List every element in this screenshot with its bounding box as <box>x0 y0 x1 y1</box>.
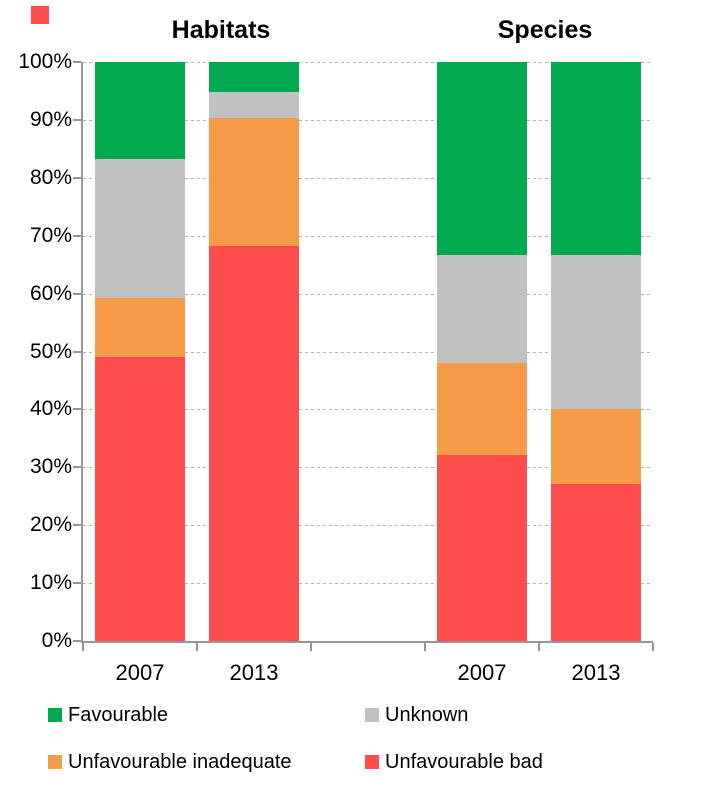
bar-segment-favourable <box>95 62 185 159</box>
gridline-90% <box>83 119 653 121</box>
y-axis-label-60%: 60% <box>29 281 72 305</box>
bar-segment-unknown <box>437 255 527 363</box>
y-axis-label-30%: 30% <box>29 455 72 479</box>
legend-item-unfavourable-inadequate: Unfavourable inadequate <box>48 750 292 774</box>
y-axis-tick-100% <box>73 61 81 63</box>
legend-item-unknown: Unknown <box>365 703 468 727</box>
y-axis-label-20%: 20% <box>29 513 72 537</box>
x-axis-tick-5 <box>652 643 654 651</box>
y-axis-tick-70% <box>73 234 81 237</box>
legend-label-unknown: Unknown <box>385 704 469 726</box>
plot-area <box>73 61 654 651</box>
bar-segment-unfavourable-bad <box>95 356 185 641</box>
x-axis-tick-1 <box>196 643 198 651</box>
y-axis-line <box>81 62 83 643</box>
y-axis-tick-10% <box>73 582 81 585</box>
legend-label-unfavourable-inadequate: Unfavourable inadequate <box>68 751 292 773</box>
x-axis-tick-0 <box>82 643 84 651</box>
x-axis-label-species-2007: 2007 <box>457 660 507 685</box>
chart-title-habitats: Habitats <box>171 16 271 44</box>
y-axis-label-10%: 10% <box>29 571 72 595</box>
legend-item-unfavourable-bad: Unfavourable bad <box>365 750 543 774</box>
x-axis-tick-3 <box>424 643 426 651</box>
y-axis-label-100%: 100% <box>18 50 72 73</box>
bar-segment-unfavourable-inadequate <box>95 297 185 357</box>
gridline-100% <box>83 62 653 63</box>
bar-species-2013 <box>551 62 641 641</box>
y-axis-labels: 0% 10% 20% 30% 40% 50% 60% 70% 80% 90% 100% <box>0 50 72 652</box>
bar-segment-unfavourable-inadequate <box>551 409 641 484</box>
gridline-20% <box>83 525 653 527</box>
legend-swatch-unfavourable-inadequate <box>48 755 62 769</box>
y-axis-tick-50% <box>73 350 81 353</box>
bar-segment-unknown <box>551 255 641 410</box>
x-axis-tick-4 <box>538 643 540 651</box>
legend-swatch-favourable <box>48 708 62 722</box>
legend-label-unfavourable-bad: Unfavourable bad <box>385 751 543 773</box>
y-axis-tick-60% <box>73 292 81 295</box>
gridline-10% <box>83 583 653 585</box>
y-axis-label-40%: 40% <box>29 397 72 421</box>
bar-segment-unknown <box>95 158 185 298</box>
x-axis-label-species-2013: 2013 <box>571 660 621 685</box>
bar-segment-favourable <box>209 62 299 93</box>
gridline-50% <box>83 351 653 353</box>
y-axis-tick-0% <box>73 640 81 642</box>
y-axis-label-50%: 50% <box>29 339 72 363</box>
y-axis-tick-90% <box>73 118 81 121</box>
corner-red-square-decoration <box>31 6 49 24</box>
gridline-60% <box>83 293 653 295</box>
bar-segment-favourable <box>437 62 527 256</box>
bar-segment-favourable <box>551 62 641 256</box>
y-axis-tick-20% <box>73 524 81 527</box>
y-axis-label-80%: 80% <box>29 165 72 189</box>
y-axis-label-0%: 0% <box>41 629 72 652</box>
y-axis-tick-40% <box>73 408 81 411</box>
bar-habitats-2013 <box>209 62 299 641</box>
legend-swatch-unknown <box>365 708 379 722</box>
gridline-80% <box>83 177 653 179</box>
bar-species-2007 <box>437 62 527 641</box>
y-axis-tick-80% <box>73 176 81 179</box>
bar-segment-unknown <box>209 92 299 119</box>
x-axis-label-habitats-2013: 2013 <box>229 660 279 685</box>
bar-segment-unfavourable-bad <box>551 483 641 641</box>
legend-label-favourable: Favourable <box>68 704 169 726</box>
chart-title-species: Species <box>497 16 593 44</box>
x-axis-tick-2 <box>310 643 312 651</box>
gridline-30% <box>83 467 653 469</box>
bar-segment-unfavourable-inadequate <box>209 118 299 246</box>
bar-habitats-2007 <box>95 62 185 641</box>
x-axis-line <box>81 641 653 643</box>
y-axis-label-90%: 90% <box>29 107 72 131</box>
gridline-40% <box>83 409 653 411</box>
x-axis-label-habitats-2007: 2007 <box>115 660 165 685</box>
gridline-70% <box>83 235 653 237</box>
y-axis-label-70%: 70% <box>29 223 72 247</box>
y-axis-tick-30% <box>73 466 81 469</box>
legend-item-favourable: Favourable <box>48 703 168 727</box>
bar-segment-unfavourable-bad <box>209 245 299 641</box>
bar-segment-unfavourable-bad <box>437 454 527 641</box>
legend-swatch-unfavourable-bad <box>365 755 379 769</box>
bar-segment-unfavourable-inadequate <box>437 362 527 455</box>
